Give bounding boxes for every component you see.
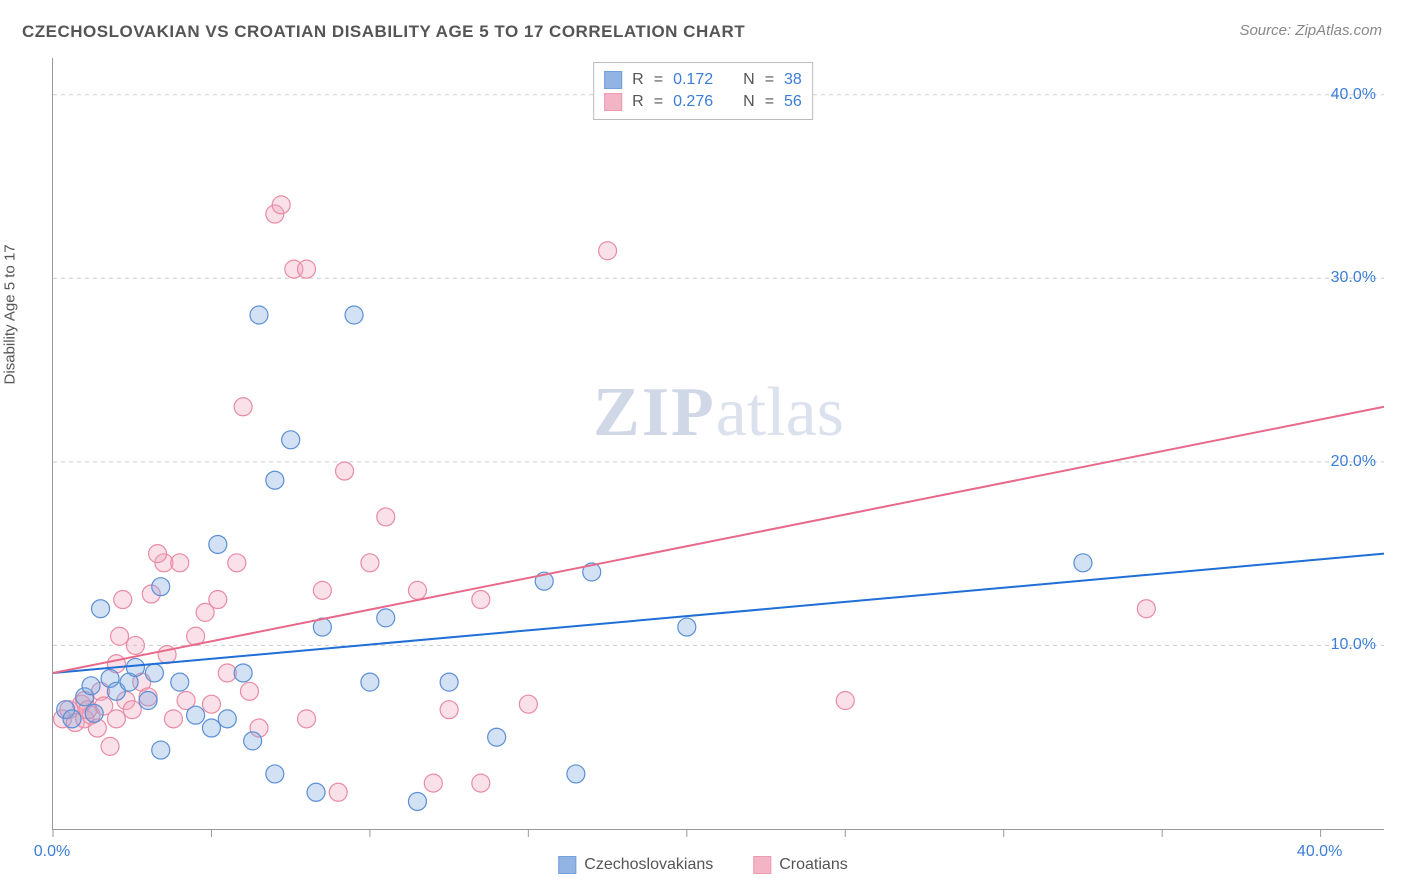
data-point bbox=[126, 658, 144, 676]
data-point bbox=[298, 710, 316, 728]
data-point bbox=[472, 591, 490, 609]
n-value-a: 38 bbox=[784, 71, 802, 89]
data-point bbox=[678, 618, 696, 636]
data-point bbox=[307, 783, 325, 801]
y-axis-label: Disability Age 5 to 17 bbox=[2, 244, 19, 384]
r-label: R bbox=[632, 71, 644, 89]
data-point bbox=[202, 719, 220, 737]
r-value-b: 0.276 bbox=[673, 93, 713, 111]
data-point bbox=[244, 732, 262, 750]
data-point bbox=[272, 196, 290, 214]
stats-legend: R = 0.172 N = 38 R = 0.276 N = 56 bbox=[593, 62, 813, 120]
y-tick-label: 40.0% bbox=[1331, 86, 1376, 104]
data-point bbox=[209, 535, 227, 553]
data-point bbox=[377, 609, 395, 627]
equals: = bbox=[654, 93, 663, 111]
data-point bbox=[298, 260, 316, 278]
legend-item-series-b: Croatians bbox=[753, 856, 847, 874]
n-label: N bbox=[743, 71, 755, 89]
data-point bbox=[123, 701, 141, 719]
r-label: R bbox=[632, 93, 644, 111]
stats-row-series-a: R = 0.172 N = 38 bbox=[604, 69, 802, 91]
data-point bbox=[218, 710, 236, 728]
data-point bbox=[282, 431, 300, 449]
data-point bbox=[361, 673, 379, 691]
data-point bbox=[101, 737, 119, 755]
data-point bbox=[336, 462, 354, 480]
data-point bbox=[567, 765, 585, 783]
chart-container: CZECHOSLOVAKIAN VS CROATIAN DISABILITY A… bbox=[0, 0, 1406, 892]
data-point bbox=[63, 710, 81, 728]
data-point bbox=[440, 673, 458, 691]
y-tick-label: 20.0% bbox=[1331, 453, 1376, 471]
data-point bbox=[1074, 554, 1092, 572]
x-tick-label: 0.0% bbox=[34, 843, 70, 861]
legend-item-series-a: Czechoslovakians bbox=[558, 856, 713, 874]
y-tick-label: 10.0% bbox=[1331, 636, 1376, 654]
data-point bbox=[234, 664, 252, 682]
equals: = bbox=[765, 71, 774, 89]
data-point bbox=[139, 692, 157, 710]
data-point bbox=[440, 701, 458, 719]
legend-label-b: Croatians bbox=[779, 856, 847, 874]
data-point bbox=[329, 783, 347, 801]
plot-area: ZIPatlas bbox=[52, 58, 1384, 830]
swatch-series-a bbox=[604, 71, 622, 89]
n-value-b: 56 bbox=[784, 93, 802, 111]
data-point bbox=[187, 706, 205, 724]
data-point bbox=[228, 554, 246, 572]
data-point bbox=[145, 664, 163, 682]
data-point bbox=[92, 600, 110, 618]
plot-svg bbox=[53, 58, 1384, 829]
data-point bbox=[196, 603, 214, 621]
data-point bbox=[111, 627, 129, 645]
equals: = bbox=[654, 71, 663, 89]
trend-line bbox=[53, 407, 1384, 673]
data-point bbox=[599, 242, 617, 260]
data-point bbox=[345, 306, 363, 324]
data-point bbox=[171, 554, 189, 572]
r-value-a: 0.172 bbox=[673, 71, 713, 89]
equals: = bbox=[765, 93, 774, 111]
bottom-legend: Czechoslovakians Croatians bbox=[558, 856, 847, 874]
source-label: Source: ZipAtlas.com bbox=[1239, 22, 1382, 39]
data-point bbox=[202, 695, 220, 713]
data-point bbox=[836, 692, 854, 710]
data-point bbox=[82, 677, 100, 695]
swatch-series-b bbox=[604, 93, 622, 111]
data-point bbox=[240, 682, 258, 700]
swatch-series-a bbox=[558, 856, 576, 874]
data-point bbox=[85, 704, 103, 722]
stats-row-series-b: R = 0.276 N = 56 bbox=[604, 91, 802, 113]
data-point bbox=[472, 774, 490, 792]
data-point bbox=[408, 581, 426, 599]
data-point bbox=[313, 581, 331, 599]
data-point bbox=[114, 591, 132, 609]
legend-label-a: Czechoslovakians bbox=[584, 856, 713, 874]
data-point bbox=[107, 710, 125, 728]
data-point bbox=[250, 306, 268, 324]
data-point bbox=[234, 398, 252, 416]
data-point bbox=[377, 508, 395, 526]
swatch-series-b bbox=[753, 856, 771, 874]
x-tick-label: 40.0% bbox=[1297, 843, 1342, 861]
data-point bbox=[424, 774, 442, 792]
data-point bbox=[266, 471, 284, 489]
data-point bbox=[519, 695, 537, 713]
data-point bbox=[408, 792, 426, 810]
data-point bbox=[164, 710, 182, 728]
data-point bbox=[266, 765, 284, 783]
data-point bbox=[488, 728, 506, 746]
data-point bbox=[152, 578, 170, 596]
trend-line bbox=[53, 554, 1384, 673]
y-tick-label: 30.0% bbox=[1331, 269, 1376, 287]
data-point bbox=[361, 554, 379, 572]
n-label: N bbox=[743, 93, 755, 111]
data-point bbox=[171, 673, 189, 691]
chart-title: CZECHOSLOVAKIAN VS CROATIAN DISABILITY A… bbox=[22, 22, 745, 42]
data-point bbox=[1137, 600, 1155, 618]
data-point bbox=[149, 545, 167, 563]
data-point bbox=[152, 741, 170, 759]
data-point bbox=[126, 636, 144, 654]
